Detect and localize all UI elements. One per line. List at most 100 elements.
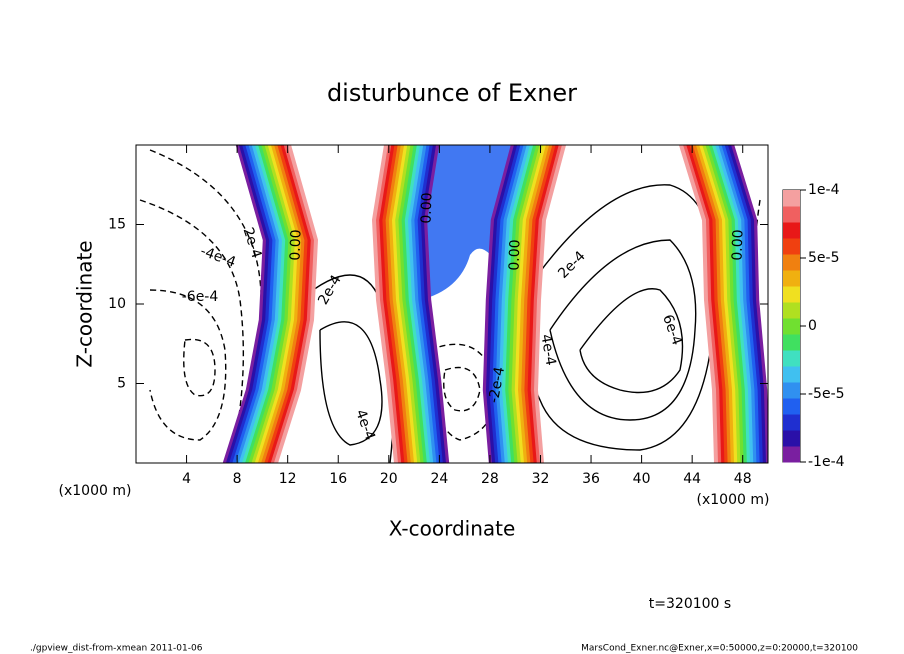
color-band (723, 145, 763, 463)
y-tick-label: 15 (108, 217, 126, 233)
color-band (730, 145, 768, 463)
contour-label: 0.00 (287, 229, 304, 261)
color-band (378, 145, 405, 463)
color-band (717, 145, 757, 463)
colorbar-segment (783, 350, 800, 367)
colorbar-segment (783, 190, 800, 207)
contour-label: 0.00 (418, 192, 435, 224)
color-band (270, 145, 315, 463)
colorbar-segment (783, 398, 800, 415)
color-band (707, 145, 747, 463)
color-band (274, 145, 319, 463)
footer-left: ./gpview_dist-from-xmean 2011-01-06 (30, 644, 203, 654)
colorbar-segment (783, 446, 800, 463)
color-band (238, 145, 283, 463)
contour-label: 0.00 (729, 229, 746, 261)
contour-line (443, 366, 481, 412)
color-band (530, 145, 563, 463)
y-tick-label: 5 (117, 376, 126, 392)
contour-line (579, 288, 684, 394)
color-band (394, 145, 421, 463)
contour-line (149, 289, 227, 441)
color-band (248, 145, 293, 463)
color-band (423, 145, 450, 463)
contour-line (149, 149, 265, 463)
color-band (701, 145, 741, 463)
color-band (514, 145, 547, 463)
contour-label: -2e-4 (486, 366, 508, 405)
color-band (682, 145, 722, 463)
color-band (267, 145, 312, 463)
color-band (698, 145, 738, 463)
color-band (375, 145, 402, 463)
color-band (527, 145, 560, 463)
color-band (391, 145, 418, 463)
color-band (251, 145, 296, 463)
x-tick-label: 16 (329, 471, 347, 487)
color-band (711, 145, 750, 463)
color-band (371, 145, 398, 463)
colorbar-segment (783, 334, 800, 351)
color-band (492, 145, 525, 463)
colorbar-segment (783, 286, 800, 303)
colorbar-tick-label: -1e-4 (808, 454, 845, 470)
contour-label: -6e-4 (182, 289, 219, 305)
color-band (416, 145, 443, 463)
color-band (229, 145, 274, 463)
contour-line (549, 239, 697, 421)
color-band (495, 145, 528, 463)
color-band (245, 145, 290, 463)
colorbar-segment (783, 254, 800, 271)
x-tick-label: 24 (430, 471, 448, 487)
contour-field (139, 145, 768, 463)
color-band (517, 145, 550, 463)
color-band (387, 145, 414, 463)
contour-line (183, 338, 216, 397)
color-band (381, 145, 408, 463)
chart-title: disturbunce of Exner (327, 79, 577, 107)
colorbar-segment (783, 206, 800, 223)
colorbar-tick-label: -5e-5 (808, 386, 845, 402)
color-band (685, 145, 725, 463)
y-axis-label: Z-coordinate (73, 240, 97, 367)
color-band (508, 145, 541, 463)
color-band (691, 145, 731, 463)
color-band (226, 145, 271, 463)
color-band (403, 145, 430, 463)
x-tick-label: 4 (182, 471, 191, 487)
color-band (720, 145, 760, 463)
contour-line (139, 199, 245, 463)
color-band (384, 145, 411, 463)
time-label: t=320100 s (649, 596, 731, 612)
colorbar-segment (783, 414, 800, 431)
colorbar-segment (783, 270, 800, 287)
contour-label: -4e-4 (198, 243, 238, 271)
color-band (714, 145, 754, 463)
x-unit-label: (x1000 m) (697, 492, 770, 508)
color-band (511, 145, 544, 463)
y-unit-label: (x1000 m) (59, 483, 132, 499)
color-band (498, 145, 531, 463)
contour-label: 6e-4 (659, 312, 685, 347)
x-tick-label: 48 (734, 471, 752, 487)
x-tick-label: 28 (481, 471, 499, 487)
contour-label: 0.00 (506, 239, 523, 271)
color-band (505, 145, 538, 463)
color-band (679, 145, 718, 463)
color-band (521, 145, 554, 463)
color-band (410, 145, 437, 463)
contour-label: 2e-4 (555, 248, 589, 282)
x-tick-label: 36 (582, 471, 600, 487)
color-band (397, 145, 424, 463)
x-tick-label: 12 (279, 471, 297, 487)
color-band (524, 145, 557, 463)
colorbar-segment (783, 318, 800, 335)
color-band (413, 145, 440, 463)
x-tick-label: 40 (633, 471, 651, 487)
y-tick-label: 10 (108, 296, 126, 312)
color-band (232, 145, 277, 463)
colorbar-segment (783, 382, 800, 399)
color-band (695, 145, 734, 463)
colorbar-segment (783, 302, 800, 319)
